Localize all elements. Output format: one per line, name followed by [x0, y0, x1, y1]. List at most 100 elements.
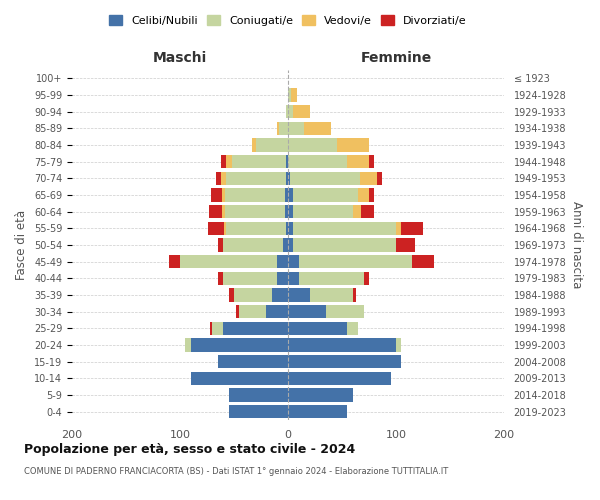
- Text: Popolazione per età, sesso e stato civile - 2024: Popolazione per età, sesso e stato civil…: [24, 442, 355, 456]
- Bar: [369, 155, 374, 168]
- Y-axis label: Anni di nascita: Anni di nascita: [570, 202, 583, 288]
- Bar: [288, 122, 304, 135]
- Bar: [361, 205, 374, 218]
- Bar: [223, 322, 288, 335]
- Bar: [326, 305, 364, 318]
- Bar: [377, 172, 382, 185]
- Bar: [229, 405, 288, 418]
- Bar: [185, 338, 191, 351]
- Bar: [256, 138, 288, 151]
- Bar: [208, 222, 224, 235]
- Bar: [396, 238, 415, 252]
- Text: Femmine: Femmine: [361, 51, 431, 65]
- Bar: [310, 288, 353, 302]
- Bar: [288, 188, 293, 202]
- Bar: [222, 188, 226, 202]
- Bar: [283, 238, 288, 252]
- Bar: [286, 105, 288, 118]
- Bar: [210, 322, 212, 335]
- Bar: [218, 355, 288, 368]
- Bar: [272, 288, 288, 302]
- Bar: [358, 188, 369, 202]
- Bar: [229, 288, 234, 302]
- Bar: [218, 238, 223, 252]
- Bar: [234, 288, 272, 302]
- Bar: [288, 322, 347, 335]
- Bar: [299, 255, 412, 268]
- Bar: [288, 105, 293, 118]
- Bar: [253, 138, 256, 151]
- Bar: [288, 338, 396, 351]
- Bar: [223, 238, 283, 252]
- Bar: [222, 205, 226, 218]
- Bar: [299, 272, 364, 285]
- Bar: [266, 305, 288, 318]
- Bar: [212, 322, 223, 335]
- Bar: [288, 405, 347, 418]
- Bar: [285, 205, 288, 218]
- Bar: [288, 205, 293, 218]
- Bar: [221, 172, 226, 185]
- Bar: [412, 255, 434, 268]
- Bar: [293, 205, 353, 218]
- Bar: [280, 122, 288, 135]
- Bar: [286, 222, 288, 235]
- Bar: [288, 238, 293, 252]
- Bar: [226, 172, 286, 185]
- Bar: [288, 288, 310, 302]
- Bar: [232, 155, 286, 168]
- Bar: [221, 155, 226, 168]
- Text: COMUNE DI PADERNO FRANCIACORTA (BS) - Dati ISTAT 1° gennaio 2024 - Elaborazione : COMUNE DI PADERNO FRANCIACORTA (BS) - Da…: [24, 468, 448, 476]
- Bar: [277, 272, 288, 285]
- Bar: [169, 255, 180, 268]
- Bar: [369, 188, 374, 202]
- Bar: [337, 138, 369, 151]
- Bar: [291, 88, 296, 102]
- Bar: [215, 172, 221, 185]
- Bar: [286, 172, 288, 185]
- Bar: [288, 222, 293, 235]
- Bar: [290, 172, 361, 185]
- Bar: [396, 222, 401, 235]
- Bar: [191, 338, 288, 351]
- Bar: [304, 122, 331, 135]
- Bar: [288, 155, 347, 168]
- Bar: [218, 272, 223, 285]
- Bar: [211, 188, 222, 202]
- Bar: [347, 322, 358, 335]
- Bar: [223, 272, 277, 285]
- Bar: [293, 238, 396, 252]
- Bar: [293, 188, 358, 202]
- Bar: [226, 222, 286, 235]
- Bar: [277, 255, 288, 268]
- Bar: [347, 155, 369, 168]
- Text: Maschi: Maschi: [153, 51, 207, 65]
- Bar: [277, 122, 280, 135]
- Bar: [226, 205, 285, 218]
- Bar: [396, 338, 401, 351]
- Y-axis label: Fasce di età: Fasce di età: [16, 210, 28, 280]
- Bar: [288, 388, 353, 402]
- Legend: Celibi/Nubili, Coniugati/e, Vedovi/e, Divorziati/e: Celibi/Nubili, Coniugati/e, Vedovi/e, Di…: [105, 10, 471, 30]
- Bar: [288, 88, 291, 102]
- Bar: [229, 388, 288, 402]
- Bar: [293, 222, 396, 235]
- Bar: [293, 105, 310, 118]
- Bar: [236, 305, 239, 318]
- Bar: [353, 288, 356, 302]
- Bar: [288, 172, 290, 185]
- Bar: [361, 172, 377, 185]
- Bar: [226, 188, 285, 202]
- Bar: [239, 305, 266, 318]
- Bar: [191, 372, 288, 385]
- Bar: [288, 255, 299, 268]
- Bar: [286, 155, 288, 168]
- Bar: [285, 188, 288, 202]
- Bar: [209, 205, 222, 218]
- Bar: [401, 222, 423, 235]
- Bar: [180, 255, 277, 268]
- Bar: [226, 155, 232, 168]
- Bar: [288, 355, 401, 368]
- Bar: [353, 205, 361, 218]
- Bar: [224, 222, 226, 235]
